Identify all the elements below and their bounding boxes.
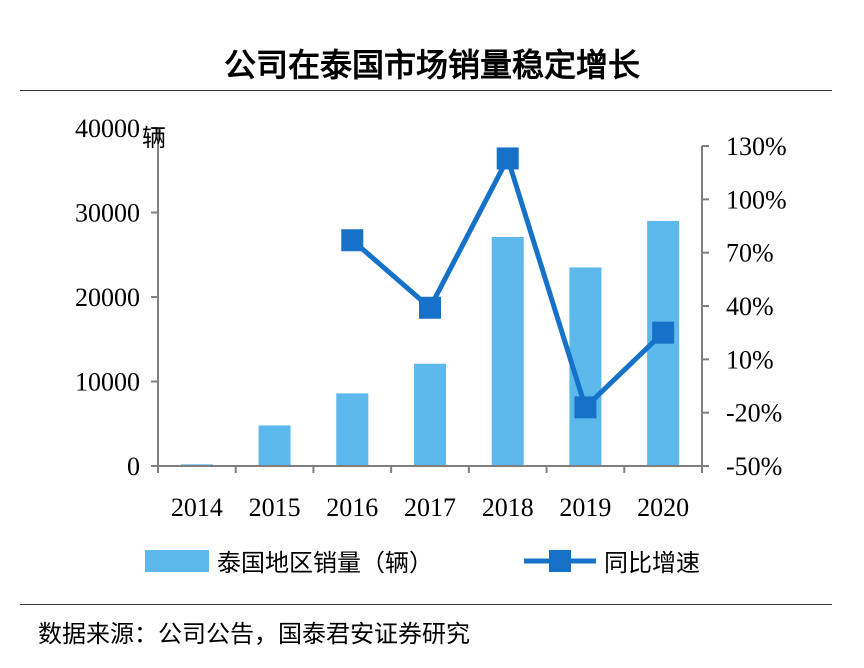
source-note: 数据来源：公司公告，国泰君安证券研究 xyxy=(38,620,470,648)
source-divider xyxy=(20,604,832,605)
legend-bar-label: 泰国地区销量（辆） xyxy=(217,549,433,577)
bar-series xyxy=(180,220,680,466)
right-tick-label: 130% xyxy=(726,132,787,161)
left-tick-label: 30000 xyxy=(75,199,140,228)
growth-marker-2017 xyxy=(419,296,441,319)
axes: 0 10000 20000 30000 40000 辆 -50% -20% 10% 40% 70% 1… xyxy=(75,114,787,522)
title-divider xyxy=(20,90,832,91)
left-axis-unit: 辆 xyxy=(142,124,166,152)
bar-2018 xyxy=(491,237,524,466)
x-tick-label: 2017 xyxy=(404,493,456,522)
chart-title: 公司在泰国市场销量稳定增长 xyxy=(223,46,640,84)
x-tick-label: 2020 xyxy=(637,493,689,522)
legend-bar-swatch xyxy=(145,550,209,572)
left-tick-label: 20000 xyxy=(75,283,140,312)
right-tick-label: 40% xyxy=(726,292,774,321)
right-tick-label: 10% xyxy=(726,345,774,374)
bar-2015 xyxy=(258,425,291,466)
right-tick-label: -50% xyxy=(726,452,782,481)
growth-marker-2016 xyxy=(341,229,364,252)
chart: 0 10000 20000 30000 40000 辆 -50% -20% 10% 40% 70% 1… xyxy=(75,114,787,577)
x-tick-label: 2015 xyxy=(249,493,301,522)
growth-marker-2020 xyxy=(652,321,675,344)
growth-line-series xyxy=(341,147,675,419)
bar-2017 xyxy=(414,363,446,466)
growth-marker-2018 xyxy=(496,147,519,170)
right-tick-label: 100% xyxy=(726,185,787,214)
legend-line-label: 同比增速 xyxy=(604,549,700,577)
x-tick-label: 2016 xyxy=(326,493,378,522)
legend: 泰国地区销量（辆） 同比增速 xyxy=(145,549,700,577)
left-tick-label: 10000 xyxy=(75,368,140,397)
growth-marker-2019 xyxy=(574,396,597,419)
left-tick-label: 40000 xyxy=(75,114,140,143)
right-tick-label: -20% xyxy=(726,399,782,428)
left-tick-label: 0 xyxy=(127,452,140,481)
x-tick-label: 2019 xyxy=(559,493,611,522)
right-tick-label: 70% xyxy=(726,239,774,268)
legend-line-marker xyxy=(549,550,571,572)
x-tick-label: 2018 xyxy=(482,493,534,522)
bar-2016 xyxy=(336,393,369,466)
x-tick-label: 2014 xyxy=(171,493,223,522)
